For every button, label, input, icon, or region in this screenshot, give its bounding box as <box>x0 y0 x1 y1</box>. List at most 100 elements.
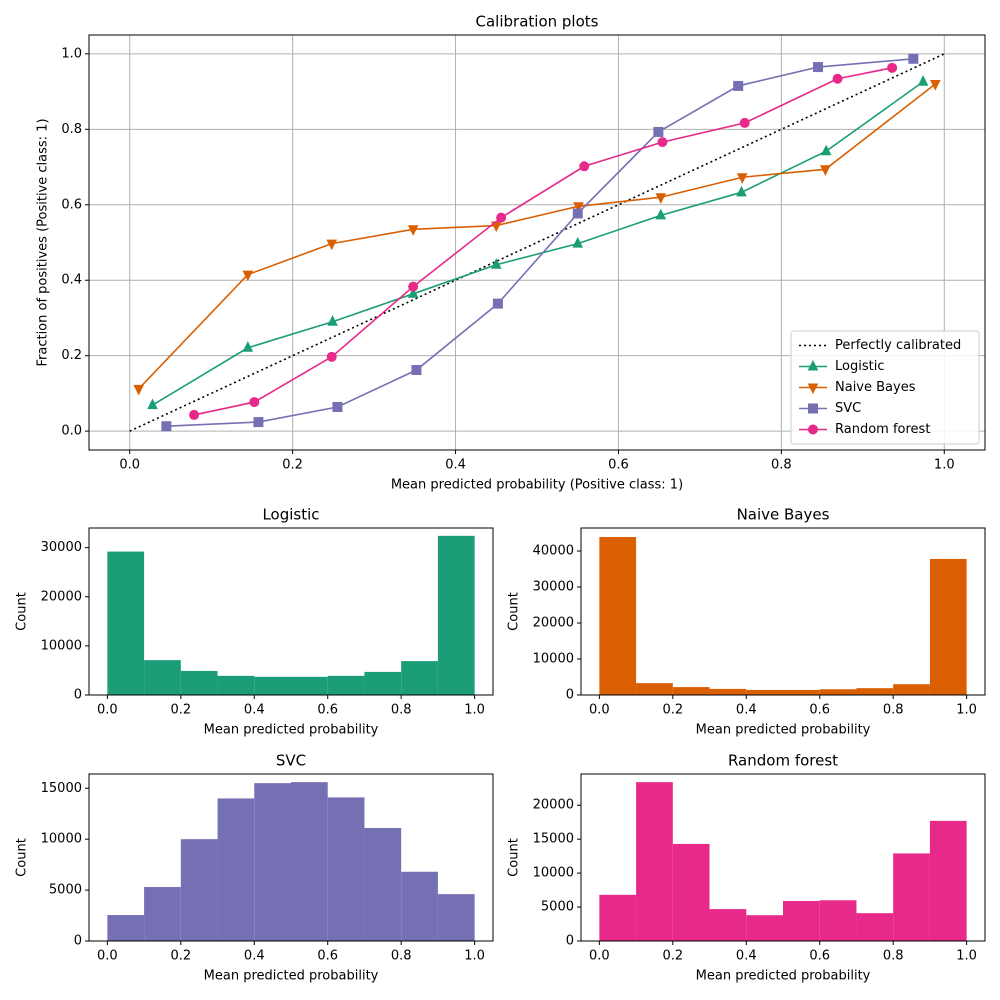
point <box>739 117 750 128</box>
axes-frame <box>88 527 494 696</box>
x-axis-label: Mean predicted probability <box>204 969 379 984</box>
point <box>332 401 343 412</box>
y-tick-label: 20000 <box>533 616 574 631</box>
point <box>161 421 172 432</box>
chart-title: Calibration plots <box>476 13 599 31</box>
bar <box>929 820 967 941</box>
y-tick-label: 5000 <box>49 883 82 898</box>
point <box>242 270 254 282</box>
subplot: 0.0 0.2 0.4 0.6 0.8 1.0 0 10000 20000 30000 Logist… <box>15 506 494 738</box>
chart-title: Naive Bayes <box>737 506 830 524</box>
point <box>147 398 158 410</box>
bar <box>636 782 673 941</box>
y-tick-label: 30000 <box>41 540 82 555</box>
x-tick-label: 0.0 <box>97 703 118 718</box>
point <box>326 239 338 251</box>
bar <box>819 900 857 941</box>
x-tick-label: 1.0 <box>464 949 485 964</box>
bar <box>217 798 255 941</box>
y-tick-label: 10000 <box>533 652 574 667</box>
x-axis-label: Mean predicted probability <box>696 969 871 984</box>
x-tick-label: 0.4 <box>244 703 265 718</box>
legend-box <box>790 330 980 445</box>
bar <box>217 675 255 695</box>
bar <box>746 689 783 695</box>
bar <box>893 853 930 941</box>
x-axis-label: Mean predicted probability <box>696 723 871 738</box>
legend-label: Random forest <box>835 422 930 437</box>
bar <box>254 676 291 695</box>
x-tick-label: 0.0 <box>589 703 610 718</box>
legend-label: Logistic <box>835 359 884 374</box>
y-axis-label: Count <box>507 838 522 877</box>
bar <box>180 839 218 941</box>
x-tick-label: 0.2 <box>662 949 683 964</box>
x-tick-label: 0.8 <box>771 458 792 473</box>
y-tick-label: 0 <box>566 934 574 949</box>
x-tick-label: 0.0 <box>589 949 610 964</box>
x-tick-label: 0.2 <box>282 458 303 473</box>
chart-title: Logistic <box>262 506 319 524</box>
point <box>189 409 200 420</box>
y-tick-label: 1.0 <box>61 46 82 61</box>
bar <box>144 660 181 695</box>
bar <box>437 535 475 695</box>
x-tick-label: 0.6 <box>608 458 629 473</box>
x-tick-label: 1.0 <box>956 703 977 718</box>
legend: Perfectly calibrated Logistic Naive Bayes S… <box>790 330 980 445</box>
chart-title: SVC <box>276 752 306 770</box>
bar <box>929 558 967 695</box>
x-tick-label: 0.6 <box>809 949 830 964</box>
bar <box>254 783 291 941</box>
x-tick-label: 0.0 <box>119 458 140 473</box>
x-tick-label: 0.4 <box>736 703 757 718</box>
point <box>253 417 264 428</box>
point <box>887 62 898 73</box>
point <box>407 225 419 236</box>
x-tick-label: 0.4 <box>736 949 757 964</box>
bar <box>893 684 930 695</box>
point <box>327 315 338 326</box>
point <box>573 202 584 213</box>
bar <box>291 676 328 695</box>
bar <box>709 909 747 941</box>
point <box>490 258 502 269</box>
y-tick-label: 10000 <box>41 832 82 847</box>
point <box>820 165 831 176</box>
bar <box>599 536 637 695</box>
legend-marker <box>807 383 819 395</box>
subplot: 0.0 0.2 0.4 0.6 0.8 1.0 0 5000 10000 15000 SVC Mean… <box>15 752 494 984</box>
y-tick-label: 0 <box>74 688 82 703</box>
bar <box>364 827 402 941</box>
series-line <box>193 67 893 416</box>
point <box>407 287 419 298</box>
point <box>908 53 919 64</box>
point <box>572 208 583 219</box>
y-axis-label: Count <box>507 592 522 631</box>
x-tick-label: 1.0 <box>464 703 485 718</box>
subplot: 0.0 0.2 0.4 0.6 0.8 1.0 0 10000 20000 30000 40000 N… <box>507 506 986 738</box>
x-tick-label: 0.6 <box>317 949 338 964</box>
y-tick-label: 0.0 <box>61 424 82 439</box>
bar <box>107 551 145 695</box>
x-tick-label: 0.8 <box>883 949 904 964</box>
x-tick-label: 0.2 <box>170 703 191 718</box>
series-line <box>152 81 924 406</box>
y-tick-label: 20000 <box>533 798 574 813</box>
x-tick-label: 1.0 <box>956 949 977 964</box>
point <box>572 237 584 248</box>
y-tick-label: 15000 <box>41 781 82 796</box>
bar <box>636 683 673 695</box>
bar <box>672 843 710 941</box>
bar <box>437 894 475 941</box>
bar <box>783 689 820 695</box>
bar <box>746 915 783 941</box>
y-axis-label: Fraction of positives (Positive class: 1… <box>36 118 51 366</box>
y-tick-label: 0.2 <box>61 348 82 363</box>
point <box>653 126 664 137</box>
point <box>736 185 747 197</box>
y-tick-label: 0 <box>74 934 82 949</box>
y-tick-label: 10000 <box>533 866 574 881</box>
y-tick-label: 5000 <box>541 900 574 915</box>
bar <box>672 687 710 695</box>
